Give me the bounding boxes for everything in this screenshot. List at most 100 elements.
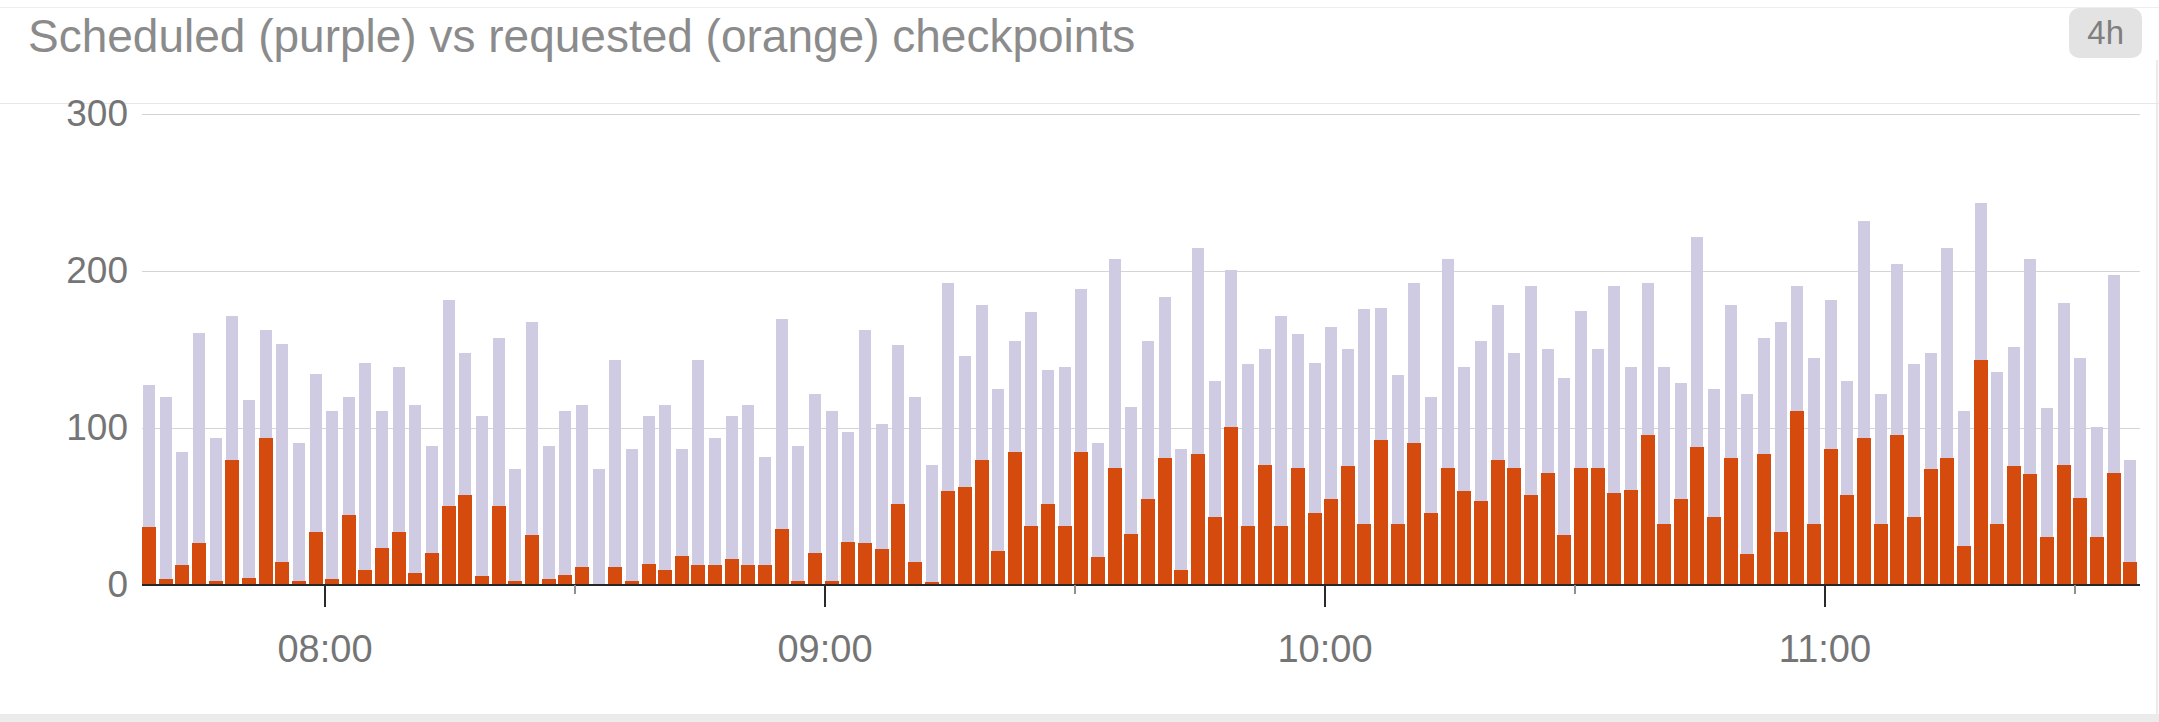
next-panel-edge	[0, 714, 2159, 722]
bucket-09:44	[1191, 114, 1208, 585]
bar-requested-09:14	[941, 491, 955, 584]
panel-header: Scheduled (purple) vs requested (orange)…	[0, 0, 2159, 70]
bar-scheduled-08:56	[792, 446, 804, 584]
bucket-10:18	[1474, 114, 1491, 585]
bar-scheduled-08:44	[692, 360, 704, 585]
bar-requested-10:46	[1707, 517, 1721, 585]
bucket-08:08	[392, 114, 409, 585]
bucket-07:46	[209, 114, 226, 585]
bucket-09:48	[1224, 114, 1241, 585]
bucket-09:50	[1241, 114, 1258, 585]
y-tick-label-0: 0	[28, 566, 128, 603]
bucket-10:38	[1641, 114, 1658, 585]
bar-scheduled-09:00	[826, 411, 838, 584]
bucket-11:22	[2007, 114, 2024, 585]
x-tick-label-08:00: 08:00	[245, 630, 405, 668]
bucket-08:30	[575, 114, 592, 585]
bar-requested-09:50	[1241, 526, 1255, 584]
bar-requested-09:24	[1024, 526, 1038, 584]
bar-requested-09:06	[875, 549, 889, 584]
bar-requested-09:46	[1208, 517, 1222, 585]
bar-requested-10:02	[1341, 466, 1355, 584]
bucket-08:28	[558, 114, 575, 585]
bucket-11:10	[1907, 114, 1924, 585]
bar-requested-09:52	[1258, 465, 1272, 584]
bucket-08:56	[791, 114, 808, 585]
bar-requested-09:34	[1108, 468, 1122, 584]
bucket-10:06	[1374, 114, 1391, 585]
bucket-10:02	[1341, 114, 1358, 585]
bucket-07:48	[225, 114, 242, 585]
bar-scheduled-08:00	[326, 411, 338, 584]
bar-requested-08:58	[808, 553, 822, 584]
bar-scheduled-08:30	[576, 405, 588, 584]
bucket-10:44	[1690, 114, 1707, 585]
bucket-08:58	[808, 114, 825, 585]
bar-requested-07:52	[259, 438, 273, 584]
bucket-10:30	[1574, 114, 1591, 585]
bar-scheduled-08:22	[509, 469, 521, 584]
bar-scheduled-08:10	[409, 405, 421, 584]
bar-requested-10:24	[1524, 495, 1538, 584]
x-minor-tick-11:30	[2074, 585, 2076, 594]
bar-requested-07:54	[275, 562, 289, 584]
bucket-08:04	[358, 114, 375, 585]
bucket-11:20	[1990, 114, 2007, 585]
bucket-10:16	[1457, 114, 1474, 585]
bucket-11:14	[1940, 114, 1957, 585]
bucket-11:34	[2107, 114, 2124, 585]
bar-requested-09:12	[925, 582, 939, 584]
bucket-09:58	[1308, 114, 1325, 585]
x-minor-tick-09:30	[1074, 585, 1076, 594]
bar-requested-10:44	[1690, 447, 1704, 584]
bucket-09:30	[1074, 114, 1091, 585]
plot-area[interactable]	[142, 114, 2140, 585]
bar-requested-08:22	[508, 581, 522, 584]
bar-requested-10:18	[1474, 501, 1488, 584]
bar-requested-11:32	[2090, 537, 2104, 584]
bar-requested-08:38	[642, 564, 656, 584]
bar-requested-10:20	[1491, 460, 1505, 584]
x-tick-10:00	[1324, 585, 1326, 607]
bucket-10:04	[1357, 114, 1374, 585]
bucket-07:42	[175, 114, 192, 585]
bar-requested-10:58	[1807, 524, 1821, 584]
bucket-11:04	[1857, 114, 1874, 585]
bar-requested-11:12	[1924, 469, 1938, 584]
bucket-09:28	[1058, 114, 1075, 585]
header-divider	[0, 103, 2159, 104]
bar-requested-09:18	[975, 460, 989, 584]
bucket-09:10	[908, 114, 925, 585]
bucket-07:50	[242, 114, 259, 585]
bucket-09:46	[1208, 114, 1225, 585]
bar-requested-11:02	[1840, 495, 1854, 584]
bar-requested-10:16	[1457, 491, 1471, 584]
bar-requested-08:56	[791, 581, 805, 584]
bar-requested-09:08	[891, 504, 905, 584]
bar-requested-10:08	[1391, 524, 1405, 584]
bucket-07:38	[142, 114, 159, 585]
bar-requested-08:46	[708, 565, 722, 584]
bucket-09:00	[825, 114, 842, 585]
bucket-10:40	[1657, 114, 1674, 585]
bucket-09:42	[1174, 114, 1191, 585]
bucket-09:52	[1258, 114, 1275, 585]
bucket-08:42	[675, 114, 692, 585]
bar-scheduled-09:10	[909, 397, 921, 584]
x-minor-tick-08:30	[574, 585, 576, 594]
x-minor-tick-10:30	[1574, 585, 1576, 594]
bar-requested-08:10	[408, 573, 422, 584]
bucket-10:22	[1507, 114, 1524, 585]
bar-scheduled-07:56	[293, 443, 305, 584]
bar-requested-08:48	[725, 559, 739, 584]
bucket-11:12	[1924, 114, 1941, 585]
bar-requested-11:10	[1907, 517, 1921, 585]
bucket-07:44	[192, 114, 209, 585]
panel-title[interactable]: Scheduled (purple) vs requested (orange)…	[28, 8, 1135, 64]
bar-requested-07:44	[192, 543, 206, 584]
bucket-11:28	[2057, 114, 2074, 585]
bucket-09:02	[841, 114, 858, 585]
bucket-10:00	[1324, 114, 1341, 585]
bucket-10:58	[1807, 114, 1824, 585]
bucket-08:40	[658, 114, 675, 585]
